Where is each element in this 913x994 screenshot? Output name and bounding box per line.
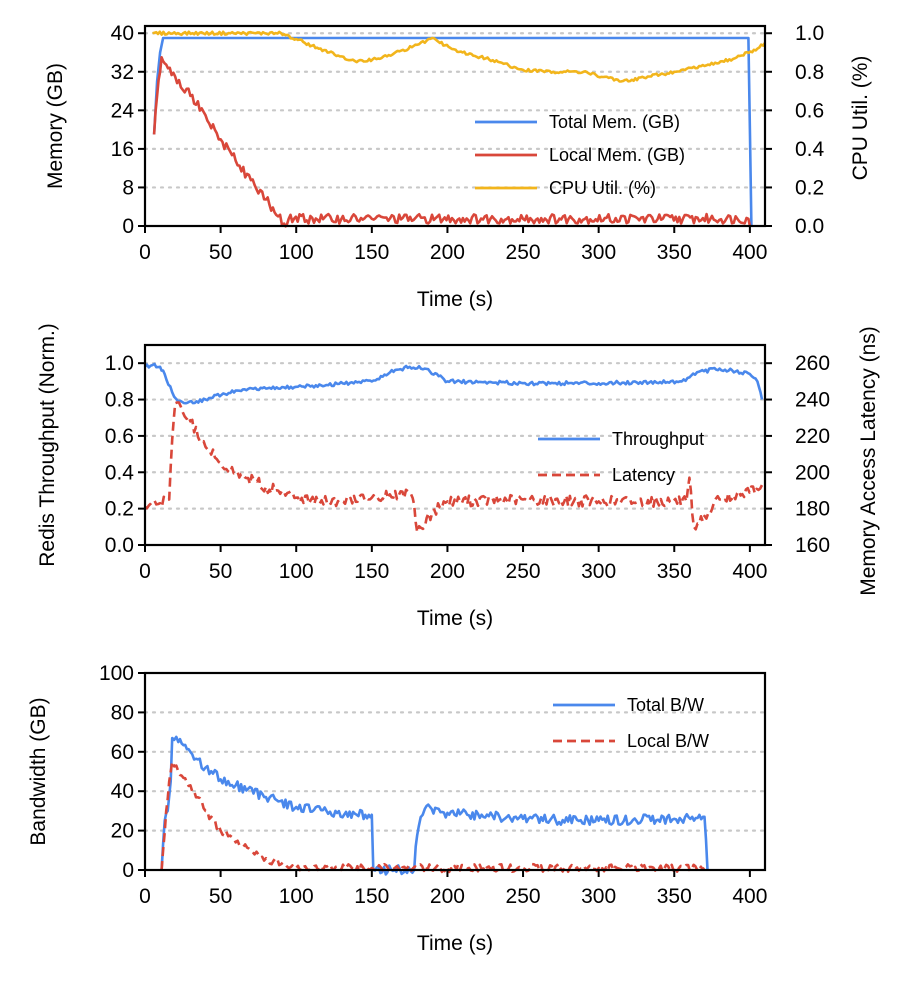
x-tick-label: 350 <box>657 560 692 583</box>
y2-tick-label: 200 <box>795 461 830 484</box>
series-local-b-w <box>160 760 706 874</box>
series-total-mem-gb <box>152 36 753 227</box>
y-tick-label: 40 <box>111 780 134 803</box>
x-tick-label: 150 <box>354 885 389 908</box>
y2-tick-label: 0.6 <box>795 99 824 122</box>
x-tick-label: 400 <box>732 560 767 583</box>
y-tick-label: 1.0 <box>105 352 134 375</box>
series-local-mem-gb <box>152 56 752 228</box>
x-tick-label: 0 <box>139 560 151 583</box>
y2-tick-label: 160 <box>795 534 830 557</box>
x-tick-label: 100 <box>279 885 314 908</box>
x-axis-label: Time (s) <box>417 932 493 955</box>
x-tick-label: 300 <box>581 241 616 264</box>
y-tick-label: 60 <box>111 741 134 764</box>
y-tick-label: 0.0 <box>105 534 134 557</box>
y-tick-label: 0.4 <box>105 461 135 484</box>
chart-bandwidth: 0 50 100 150 200 250 300 350 400 0 20 40 60 80 100 Time… <box>27 662 767 955</box>
series-total-b-w <box>160 735 709 876</box>
x-tick-label: 350 <box>657 885 692 908</box>
y2-tick-label: 0.4 <box>795 138 825 161</box>
x-tick-label: 250 <box>506 885 541 908</box>
x-tick-label: 300 <box>581 885 616 908</box>
x-axis-label: Time (s) <box>417 607 493 630</box>
x-tick-label: 0 <box>139 241 151 264</box>
x-tick-label: 0 <box>139 885 151 908</box>
y-tick-label: 8 <box>122 176 134 199</box>
legend: Throughput Latency <box>538 429 704 485</box>
y2-axis-label: Memory Access Latency (ns) <box>857 326 880 596</box>
x-tick-label: 400 <box>732 885 767 908</box>
y2-tick-label: 260 <box>795 352 830 375</box>
y-tick-label: 0.2 <box>105 498 134 521</box>
x-tick-label: 200 <box>430 560 465 583</box>
x-tick-label: 250 <box>506 560 541 583</box>
y-tick-label: 20 <box>111 820 134 843</box>
y2-tick-label: 0.8 <box>795 61 824 84</box>
series-latency <box>144 401 764 534</box>
legend-label: Total Mem. (GB) <box>549 112 680 132</box>
chart-memory: 0 50 100 150 200 250 300 350 400 0 8 16 24 32 40 0.0 0.2… <box>44 22 872 311</box>
y-tick-label: 16 <box>111 138 134 161</box>
y-tick-label: 32 <box>111 61 134 84</box>
x-axis-label: Time (s) <box>417 288 493 311</box>
x-tick-label: 50 <box>209 885 232 908</box>
plot-frame <box>143 343 767 547</box>
x-tick-label: 200 <box>430 885 465 908</box>
y2-axis-label: CPU Util. (%) <box>849 56 872 181</box>
x-tick-label: 50 <box>209 560 232 583</box>
y2-tick-label: 0.2 <box>795 176 824 199</box>
legend-label: Local B/W <box>627 731 709 751</box>
y-tick-label: 40 <box>111 22 134 45</box>
legend-label: Local Mem. (GB) <box>549 145 685 165</box>
chart-redis: 0 50 100 150 200 250 300 350 400 0.0 0.2 0.4 0.6 0.8 1… <box>36 323 880 630</box>
legend-label: CPU Util. (%) <box>549 178 656 198</box>
x-tick-label: 350 <box>657 241 692 264</box>
legend-label: Latency <box>612 465 675 485</box>
x-tick-label: 100 <box>279 560 314 583</box>
y-tick-label: 0 <box>122 215 134 238</box>
legend-label: Throughput <box>612 429 704 449</box>
legend: Total B/W Local B/W <box>553 695 709 751</box>
x-tick-label: 400 <box>732 241 767 264</box>
legend-label: Total B/W <box>627 695 704 715</box>
y2-tick-label: 0.0 <box>795 215 824 238</box>
y-axis-label: Redis Throughput (Norm.) <box>36 323 59 567</box>
plot-frame <box>143 24 767 228</box>
y-tick-label: 24 <box>111 99 135 122</box>
y2-tick-label: 220 <box>795 425 830 448</box>
y2-tick-label: 1.0 <box>795 22 824 45</box>
plot-frame <box>143 671 767 872</box>
x-tick-label: 200 <box>430 241 465 264</box>
x-tick-label: 250 <box>506 241 541 264</box>
x-tick-label: 100 <box>279 241 314 264</box>
y-tick-label: 0 <box>122 859 134 882</box>
x-tick-label: 150 <box>354 241 389 264</box>
y-tick-label: 0.6 <box>105 425 134 448</box>
y2-tick-label: 240 <box>795 389 830 412</box>
x-tick-label: 150 <box>354 560 389 583</box>
series-throughput <box>144 362 764 405</box>
y-tick-label: 80 <box>111 701 134 724</box>
y-tick-label: 0.8 <box>105 389 134 412</box>
x-tick-label: 50 <box>209 241 232 264</box>
y-axis-label: Bandwidth (GB) <box>27 697 50 845</box>
series-cpu-util <box>152 30 767 83</box>
y-tick-label: 100 <box>99 662 134 685</box>
y-axis-label: Memory (GB) <box>44 63 67 189</box>
x-tick-label: 300 <box>581 560 616 583</box>
y2-tick-label: 180 <box>795 498 830 521</box>
legend: Total Mem. (GB) Local Mem. (GB) CPU Util. … <box>475 112 685 198</box>
